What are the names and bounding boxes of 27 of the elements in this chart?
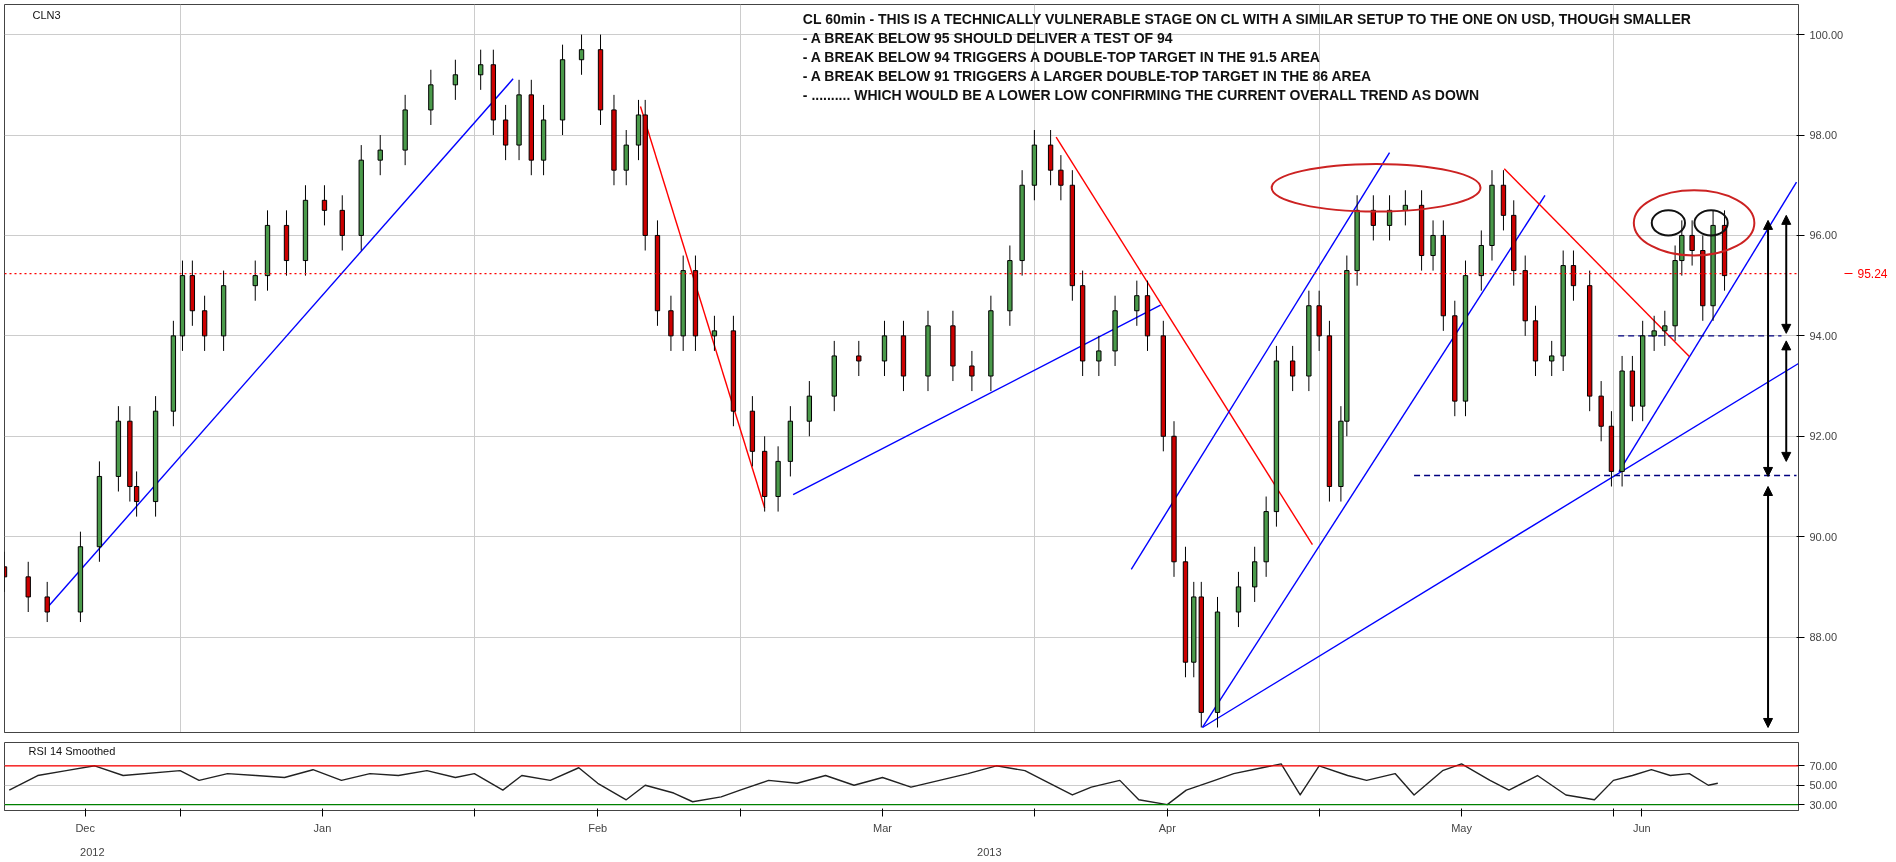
y-tick-label: 30.00 [1809, 798, 1838, 811]
x-tick-label: Jan [313, 821, 332, 834]
annotation: - A BREAK BELOW 91 TRIGGERS A LARGER DOUBLE-TOP TARGET IN THE 86 AREA [802, 67, 1372, 84]
y-tick-label: 50.00 [1809, 779, 1838, 792]
annotation: - .......... WHICH WOULD BE A LOWER LOW CONFIRMING THE CURRENT OVERALL TREND AS DOWN [802, 86, 1480, 103]
y-tick-label: 94.00 [1809, 329, 1838, 342]
chart-subtitle: CLN3 [32, 8, 61, 21]
chart-title: CL 60min - THIS IS A TECHNICALLY VULNERABLE STAGE ON CL WITH A SIMILAR SETUP TO THE ONE ON USD, THOUGH SMALLER [802, 10, 1691, 27]
y-tick-label: 90.00 [1809, 530, 1838, 543]
x-tick-label: Jun [1633, 821, 1651, 834]
x-tick-label: Dec [75, 821, 96, 834]
y-tick-label: 88.00 [1809, 631, 1838, 644]
y-tick-label: 98.00 [1809, 129, 1838, 142]
y-tick-label: 100.00 [1809, 28, 1844, 41]
y-tick-label: 96.00 [1809, 229, 1838, 242]
ref-line-label: 95.24 [1857, 267, 1888, 282]
x-tick-label: May [1451, 821, 1473, 834]
y-tick-label: 70.00 [1809, 759, 1838, 772]
text: 2013 [977, 845, 1002, 858]
annotation: - A BREAK BELOW 95 SHOULD DELIVER A TEST OF 94 [802, 29, 1173, 46]
x-tick-label: Feb [588, 821, 608, 834]
text: 2012 [80, 845, 105, 858]
annotation: - A BREAK BELOW 94 TRIGGERS A DOUBLE-TOP TARGET IN THE 91.5 AREA [802, 48, 1320, 65]
y-tick-label: 92.00 [1809, 430, 1838, 443]
x-tick-label: Mar [873, 821, 893, 834]
chart-title: RSI 14 Smoothed [28, 744, 116, 757]
x-tick-label: Apr [1158, 821, 1177, 834]
